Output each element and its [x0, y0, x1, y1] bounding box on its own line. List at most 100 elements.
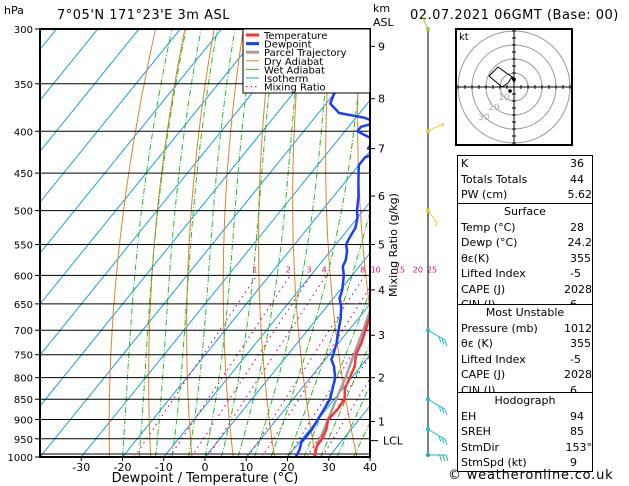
hodograph-title: Hodograph: [494, 394, 556, 407]
isotherm-line: [80, 99, 370, 457]
legend-item: Mixing Ratio: [264, 83, 326, 94]
mixing-ratio-label: 3: [306, 265, 311, 274]
table-row: Pressure (mb) 1012: [458, 321, 592, 337]
pressure-tick-label: 1000: [8, 453, 33, 464]
height-tick-label: 5: [378, 238, 385, 251]
row-value: 2028: [564, 282, 592, 296]
wind-barb-flag: [439, 454, 442, 462]
dry-adiabat-line: [623, 29, 629, 457]
table-row: Totals Totals 44: [458, 172, 592, 188]
mixing-ratio-axis-label: Mixing Ratio (g/kg): [387, 193, 400, 297]
pressure-tick-label: 950: [14, 435, 33, 446]
row-key: EH: [461, 409, 477, 423]
mixing-ratio-label: 4: [322, 265, 327, 274]
height-tick-label: 4: [378, 284, 385, 297]
temperature-tick-label: 10: [239, 461, 253, 474]
mixing-ratio-labels: 1 2 3 4 8 10 15 20 25: [252, 265, 437, 274]
pressure-tick-label: 350: [14, 80, 33, 91]
legend-item: Parcel Trajectory: [264, 48, 347, 59]
isotherm-line: [40, 48, 370, 457]
mixing-ratio-line: [287, 324, 370, 457]
row-value: 5.62: [567, 188, 593, 201]
wind-barb-flag: [421, 15, 426, 21]
row-key: Lifted Index: [461, 352, 526, 366]
hodograph-unit-label: kt: [459, 32, 469, 43]
x-axis-label: Dewpoint / Temperature (°C): [112, 471, 299, 486]
temperature-tick-label: 30: [322, 461, 336, 474]
row-key: Pressure (mb): [461, 321, 538, 335]
table-row: EH 94: [458, 409, 592, 425]
row-key: CAPE (J): [461, 368, 506, 381]
row-key: Totals Totals: [461, 172, 528, 186]
mixing-ratio-label: 25: [427, 265, 437, 274]
row-value: 85: [570, 425, 584, 438]
surface-title: Surface: [504, 205, 546, 218]
table-row: θε(K) 355: [458, 251, 592, 267]
copyright: © weatheronline.co.uk: [448, 468, 614, 483]
height-tick-label: 3: [378, 329, 385, 342]
temperature-axis: -30 -20 -10 0 10 20 30 40: [72, 457, 377, 474]
height-tick-label: 1: [378, 416, 385, 429]
mixing-ratio-label: 20: [413, 265, 423, 274]
temperature-tick-label: 20: [281, 461, 295, 474]
wet-adiabat-line: [122, 29, 173, 457]
wind-barb-flag: [442, 454, 446, 462]
pressure-tick-label: 700: [14, 326, 33, 337]
lcl-label: LCL: [383, 435, 404, 448]
height-tick-label: 7: [378, 143, 385, 156]
row-value: 1012: [564, 321, 592, 335]
temperature-line: [313, 312, 370, 457]
row-value: -5: [570, 267, 581, 280]
dewpoint-line: [294, 29, 370, 457]
row-key: θε(K): [461, 251, 490, 265]
isotherm-line: [40, 29, 264, 305]
legend-item: Temperature: [263, 31, 327, 42]
wind-barb-flag: [444, 340, 448, 347]
table-row: CAPE (J) 2028: [458, 367, 592, 383]
wind-barb-flag: [441, 437, 445, 444]
table-row: Lifted Index -5: [458, 266, 592, 282]
hpa-unit-label: hPa: [4, 4, 24, 17]
profiles: [294, 29, 370, 457]
hodograph-storm-motion: [511, 76, 516, 84]
wet-adiabat-line: [336, 384, 370, 457]
pressure-axis: 300 350 400 450 500 550 600 650 700 750 800 850 900 9…: [8, 25, 40, 464]
pressure-tick-label: 900: [14, 416, 33, 427]
isotherm-line: [163, 201, 370, 457]
isotherm-line: [40, 29, 181, 204]
row-value: 94: [570, 409, 584, 423]
pressure-tick-label: 650: [14, 300, 33, 311]
pressure-tick-label: 800: [14, 374, 33, 385]
wind-barb-staff: [427, 122, 445, 132]
pressure-tick-label: 450: [14, 169, 33, 180]
row-key: StmDir: [461, 440, 500, 454]
row-key: θε (K): [461, 337, 493, 350]
legend-item: Dry Adiabat: [264, 57, 323, 68]
table-row: K 36: [458, 156, 592, 172]
row-value: 44: [570, 172, 584, 186]
hodograph-ring-label: 20: [488, 103, 500, 113]
pressure-tick-label: 550: [14, 240, 33, 251]
isotherm-line: [40, 29, 222, 254]
parcel-trajectory-line: [313, 306, 370, 457]
wind-barbs: [421, 15, 449, 462]
legend-item: Wet Adiabat: [264, 65, 325, 76]
datetime-title: 02.07.2021 06GMT (Base: 00): [410, 8, 619, 23]
legend-box: [242, 28, 371, 94]
row-value: 355: [570, 337, 591, 350]
row-value: 28: [570, 220, 584, 234]
row-value: 6: [570, 383, 577, 397]
row-value: -5: [570, 352, 581, 366]
temperature-tick-label: 40: [363, 461, 377, 474]
pressure-tick-label: 300: [14, 25, 33, 36]
wet-adiabat-line: [320, 342, 370, 457]
row-value: 2028: [564, 368, 592, 381]
wind-barb-flag: [441, 338, 445, 345]
wind-barb-flag: [441, 123, 445, 128]
row-value: 24.2: [567, 236, 593, 249]
row-value: 9: [570, 456, 577, 469]
table-row: PW (cm) 5.62: [458, 187, 592, 203]
